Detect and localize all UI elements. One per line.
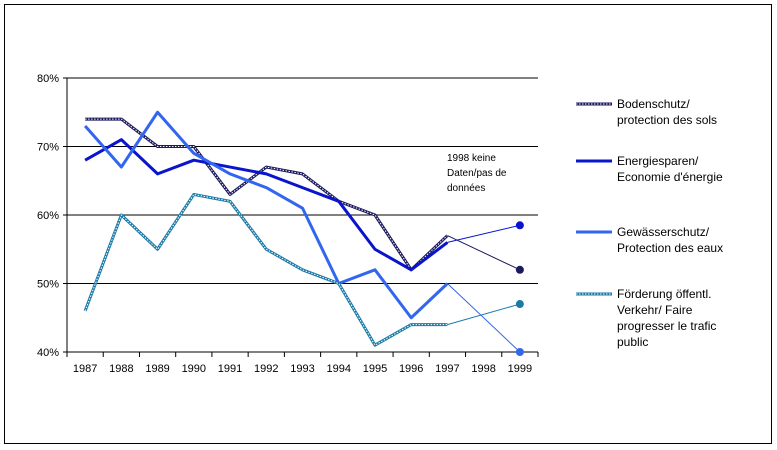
x-tick-label: 1995 <box>363 363 387 375</box>
legend-label: Bodenschutz/ <box>617 97 690 111</box>
y-tick-label: 60% <box>37 210 59 222</box>
annotation-text: 1998 keine <box>447 153 496 164</box>
x-tick-label: 1992 <box>254 363 278 375</box>
legend-label: progresser le trafic <box>617 319 716 333</box>
series-marker-1 <box>515 221 524 230</box>
x-tick-label: 1989 <box>145 363 169 375</box>
y-tick-label: 40% <box>37 347 59 359</box>
series-line-2 <box>83 110 449 320</box>
series-gap-connector-0 <box>447 235 521 271</box>
series-line-highlight-3 <box>84 193 448 346</box>
x-tick-label: 1994 <box>326 363 350 375</box>
annotation-text: données <box>447 183 485 194</box>
series-gap-connector-3 <box>447 303 521 326</box>
x-tick-label: 1999 <box>508 363 532 375</box>
legend-label: Energiesparen/ <box>617 154 699 168</box>
x-tick-label: 1997 <box>435 363 459 375</box>
y-tick-label: 80% <box>37 73 59 85</box>
y-tick-label: 70% <box>37 142 59 154</box>
x-tick-label: 1991 <box>218 363 242 375</box>
y-tick-label: 50% <box>37 279 59 291</box>
series-marker-3 <box>515 300 524 309</box>
x-tick-label: 1998 <box>471 363 495 375</box>
legend-label: Gewässerschutz/ <box>617 225 710 239</box>
series-gap-connector-2 <box>447 283 521 353</box>
x-tick-label: 1987 <box>73 363 97 375</box>
series-gap-connector-1 <box>447 224 520 243</box>
x-tick-label: 1990 <box>182 363 206 375</box>
series-line-3 <box>83 192 448 347</box>
legend-label: protection des sols <box>617 113 717 127</box>
legend-label: public <box>617 335 648 349</box>
legend-label: Verkehr/ Faire <box>617 303 693 317</box>
annotation-text: Daten/pas de <box>447 168 507 179</box>
series-line-1 <box>84 138 449 272</box>
legend-label: Förderung öffentl. <box>617 287 712 301</box>
x-tick-label: 1988 <box>109 363 133 375</box>
series-marker-0 <box>515 265 524 274</box>
legend-label: Protection des eaux <box>617 241 723 255</box>
x-tick-label: 1993 <box>290 363 314 375</box>
x-tick-label: 1996 <box>399 363 423 375</box>
series-marker-2 <box>515 348 524 356</box>
legend-label: Economie d'énergie <box>617 170 723 184</box>
series-line-highlight-0 <box>85 118 448 271</box>
